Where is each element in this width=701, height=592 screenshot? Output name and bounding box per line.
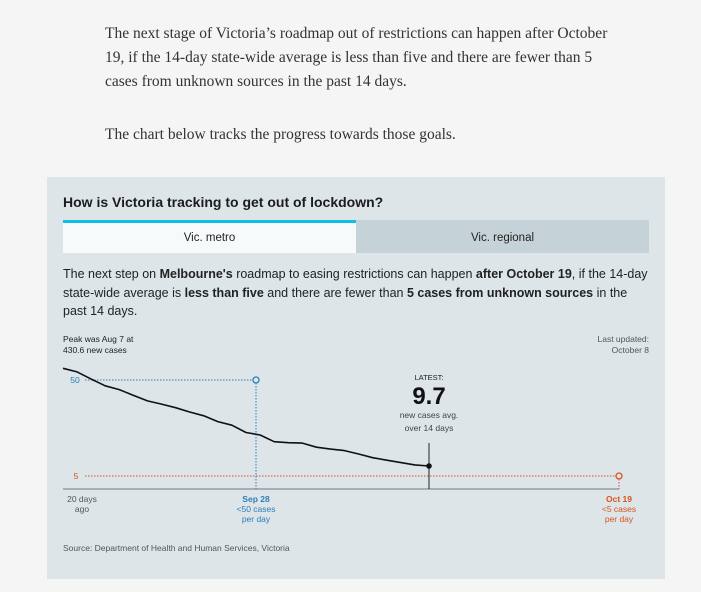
sep28-sub-1: <50 cases — [237, 504, 276, 514]
desc-text-3: , if the 14-day state-wide average is — [63, 267, 648, 300]
peak-note-line-1: Peak was Aug 7 at — [63, 334, 134, 344]
peak-note: Peak was Aug 7 at 430.6 new cases — [63, 334, 173, 356]
sep28-sub-2: per day — [242, 514, 271, 524]
target-50-label: 50 — [70, 375, 80, 385]
target-5-marker — [615, 472, 623, 480]
cases-chart: 50 5 LATEST: 9.7 new cases avg. over 14 … — [62, 367, 636, 524]
desc-bold-1: Melbourne's — [159, 267, 233, 281]
latest-sub-1: new cases avg. — [400, 410, 459, 420]
desc-text-1: The next step on — [63, 267, 160, 281]
desc-text-2: roadmap to easing restrictions can happe… — [232, 267, 476, 281]
intro-paragraph-1: The next stage of Victoria’s roadmap out… — [105, 25, 608, 90]
tab-description: The next step on Melbourne's roadmap to … — [63, 265, 653, 321]
tab-vic-metro[interactable]: Vic. metro — [63, 220, 356, 253]
desc-bold-4: 5 cases from unknown sources — [406, 285, 594, 300]
desc-text-5: in the past 14 days. — [63, 285, 628, 319]
oct19-date: Oct 19 — [606, 494, 632, 504]
peak-note-line-2: 430.6 new cases — [63, 345, 127, 355]
latest-point — [426, 463, 432, 469]
desc-bold-3: less than five — [184, 285, 264, 300]
card-title: How is Victoria tracking to get out of l… — [63, 194, 384, 210]
oct19-sub-2: per day — [605, 514, 634, 524]
x-start-label-2: ago — [75, 504, 89, 514]
latest-label: LATEST: — [414, 373, 443, 382]
target-5-label: 5 — [74, 471, 79, 481]
article-intro: The next stage of Victoria’s roadmap out… — [105, 22, 625, 176]
chart-source: Source: Department of Health and Human S… — [63, 543, 290, 553]
lockdown-tracker-card: How is Victoria tracking to get out of l… — [47, 177, 665, 579]
tab-vic-regional[interactable]: Vic. regional — [356, 220, 649, 253]
latest-value: 9.7 — [412, 383, 445, 410]
latest-sub-2: over 14 days — [405, 423, 454, 433]
last-updated-date: October 8 — [611, 345, 649, 355]
series-line — [62, 367, 430, 467]
desc-bold-2: after October 19 — [475, 267, 572, 281]
sep28-date: Sep 28 — [242, 494, 270, 504]
x-start-label-1: 20 days — [67, 494, 97, 504]
last-updated-label: Last updated: — [597, 334, 649, 344]
region-tabs: Vic. metro Vic. regional — [63, 220, 649, 253]
oct19-sub-1: <5 cases — [602, 504, 636, 514]
last-updated: Last updated: October 8 — [567, 334, 649, 356]
desc-text-4: and there are fewer than — [263, 285, 407, 300]
intro-paragraph-2: The chart below tracks the progress towa… — [105, 126, 456, 143]
target-50-marker — [252, 376, 260, 384]
